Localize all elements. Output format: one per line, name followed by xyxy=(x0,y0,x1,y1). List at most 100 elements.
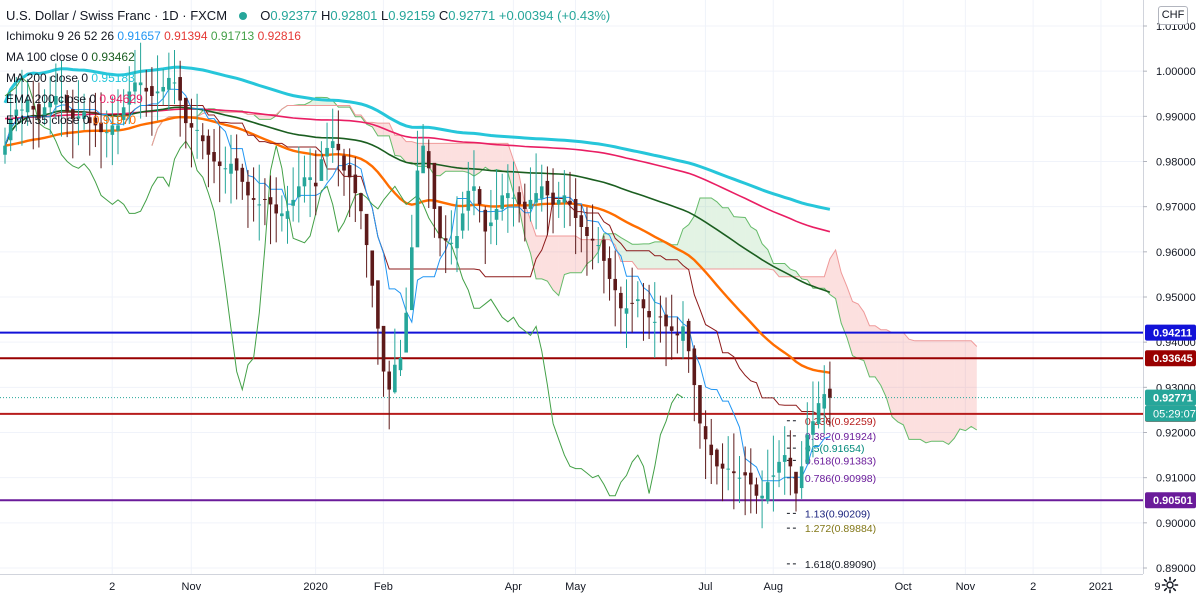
lagging-span-line xyxy=(4,77,684,497)
candle-body xyxy=(607,258,612,279)
currency-badge[interactable]: CHF xyxy=(1158,6,1188,25)
cloud-segment xyxy=(575,236,582,273)
cloud-segment xyxy=(586,239,593,264)
candle-body xyxy=(184,97,188,124)
indicator-legend-row[interactable]: MA 100 close 0 0.93462 xyxy=(6,50,135,64)
candle-body xyxy=(280,213,284,217)
candle-body xyxy=(636,299,640,302)
cloud-segment xyxy=(925,340,932,443)
candle-body xyxy=(754,484,759,496)
indicator-value: 0.94629 xyxy=(99,92,143,106)
cloud-segment xyxy=(620,237,627,262)
candle-body xyxy=(460,213,465,231)
fib-level-label: 1.618(0.89090) xyxy=(805,559,876,571)
candle-body xyxy=(297,186,301,198)
indicator-name: Ichimoku 9 26 52 26 xyxy=(6,29,118,43)
time-axis[interactable]: 2 Nov 2020 Feb Apr May Jul Aug Oct Nov 2 2021 9 xyxy=(0,574,1161,594)
candle-body xyxy=(664,314,668,327)
cloud-segment xyxy=(473,143,480,177)
time-tick-label: 2 xyxy=(109,581,115,593)
price-tick-label: 0.92000 xyxy=(1156,428,1196,440)
indicator-value: 0.95183 xyxy=(91,71,135,85)
price-tick-label: 1.00000 xyxy=(1156,66,1196,78)
fib-level-label: 1.13(0.90209) xyxy=(805,508,870,520)
cloud-segment xyxy=(920,340,926,443)
indicator-legend-row[interactable]: Ichimoku 9 26 52 26 0.91657 0.91394 0.91… xyxy=(6,29,301,43)
indicator-legend-row[interactable]: EMA 55 close 0 0.91970 xyxy=(6,113,136,127)
cloud-segment xyxy=(592,239,599,260)
cloud-segment xyxy=(745,217,751,269)
candle-body xyxy=(387,371,391,390)
indicator-legend-row[interactable]: MA 200 close 0 0.95183 xyxy=(6,71,135,85)
cloud-segment xyxy=(937,340,943,442)
cloud-segment xyxy=(649,241,655,269)
candle-body xyxy=(534,193,538,203)
candle-body xyxy=(788,457,793,467)
price-labels: 0.942110.936450.927710.924130.9050105:29… xyxy=(1145,324,1196,509)
price-label-bg xyxy=(1145,389,1196,406)
candle-body xyxy=(59,100,64,102)
candle-body xyxy=(212,152,216,162)
candle-body xyxy=(364,213,369,246)
candle-body xyxy=(523,201,527,209)
candle-body xyxy=(31,105,36,110)
fibonacci-retracement[interactable]: 0.236(0.92259) 0.382(0.91924)0.5(0.91654)… xyxy=(786,416,876,571)
candle-body xyxy=(144,87,149,92)
candle-body xyxy=(104,132,109,134)
cloud-segment xyxy=(716,201,723,269)
cloud-segment xyxy=(965,340,972,431)
candle-body xyxy=(777,461,781,473)
time-tick-label: Nov xyxy=(182,581,202,593)
candle-body xyxy=(641,299,646,309)
candle-body xyxy=(511,197,516,199)
candle-body xyxy=(116,125,120,131)
price-label-bg xyxy=(1145,350,1196,367)
candle-body xyxy=(127,91,132,105)
candle-body xyxy=(308,177,312,181)
cloud-segment xyxy=(818,276,825,289)
price-axis[interactable]: 0.890000.900000.910000.920000.930000.940… xyxy=(1143,0,1198,598)
price-label-bg xyxy=(1145,324,1196,341)
indicator-name: MA 100 close 0 xyxy=(6,50,92,64)
indicator-legend-row[interactable]: EMA 200 close 0 0.94629 xyxy=(6,92,143,106)
chart-legend-title-row: U.S. Dollar / Swiss Franc · 1D · FXCM O0… xyxy=(6,9,610,23)
candle-body xyxy=(652,321,657,323)
candle-body xyxy=(590,238,595,241)
candle-body xyxy=(545,180,550,196)
cloud-segment xyxy=(485,143,491,171)
cloud-segment xyxy=(660,241,667,269)
candle-body xyxy=(596,245,601,247)
candle-body xyxy=(528,199,533,209)
candle-body xyxy=(466,190,471,211)
cloud-segment xyxy=(869,325,876,377)
cloud-segment xyxy=(683,224,689,269)
candle-body xyxy=(624,308,629,314)
cloud-segment xyxy=(959,340,966,431)
indicator-name: EMA 55 close 0 xyxy=(6,113,93,127)
candle-body xyxy=(443,238,448,241)
cloud-segment xyxy=(829,250,836,299)
time-tick-label: Jul xyxy=(698,581,712,593)
price-tick-label: 0.97000 xyxy=(1156,202,1196,214)
horizontal-levels[interactable] xyxy=(0,331,1143,502)
indicator-name: EMA 200 close 0 xyxy=(6,92,100,106)
candle-body xyxy=(799,466,804,489)
candle-body xyxy=(65,95,69,112)
candle-body xyxy=(709,444,714,456)
candle-body xyxy=(455,236,459,249)
cloud-segment xyxy=(875,325,881,386)
candle-body xyxy=(732,471,736,474)
candle-body xyxy=(87,117,92,124)
cloud-segment xyxy=(892,332,898,422)
cloud-segment xyxy=(558,236,565,296)
gear-icon[interactable] xyxy=(1161,576,1179,594)
candle-body xyxy=(150,86,154,97)
candle-body xyxy=(93,117,98,126)
indicator-value: 0.91657 xyxy=(117,29,165,43)
cloud-segment xyxy=(496,143,503,171)
close-key: C xyxy=(438,8,449,23)
cloud-segment xyxy=(394,135,401,157)
symbol-title[interactable]: U.S. Dollar / Swiss Franc · 1D · FXCM xyxy=(6,8,228,23)
cloud-segment xyxy=(903,332,909,440)
